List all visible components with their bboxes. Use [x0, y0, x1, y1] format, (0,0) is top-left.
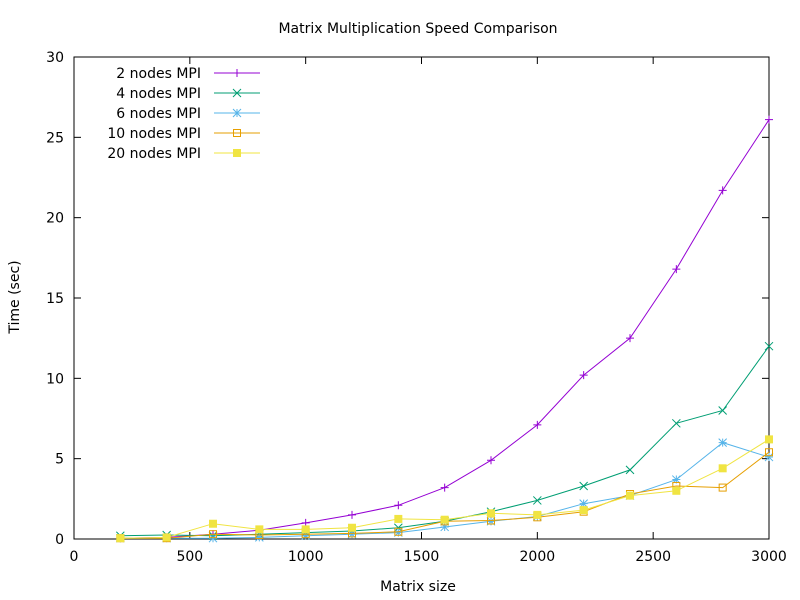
- data-point: [347, 529, 357, 539]
- y-tick-label: 10: [46, 371, 64, 387]
- data-point: [233, 69, 241, 77]
- x-tick-label: 1500: [404, 549, 440, 565]
- x-tick-label: 1000: [288, 549, 324, 565]
- data-point: [718, 464, 727, 473]
- data-point: [394, 501, 403, 510]
- data-point: [718, 438, 728, 447]
- data-point: [718, 483, 727, 492]
- data-point: [394, 514, 403, 523]
- data-point: [533, 420, 542, 429]
- legend: 2 nodes MPI 4 nodes MPI 6 nodes MPI 10 node…: [107, 66, 260, 162]
- y-tick-label: 25: [46, 130, 64, 146]
- data-point: [532, 496, 542, 505]
- data-point: [254, 533, 264, 542]
- x-tick-label: 2500: [635, 549, 671, 565]
- data-point: [209, 530, 217, 539]
- legend-item: 6 nodes MPI: [116, 106, 260, 122]
- legend-label: 6 nodes MPI: [116, 106, 201, 122]
- data-point: [208, 533, 218, 543]
- data-point: [764, 452, 774, 462]
- chart-title: Matrix Multiplication Speed Comparison: [278, 21, 557, 37]
- x-tick-label: 3000: [751, 549, 787, 565]
- data-point: [765, 435, 773, 444]
- data-point: [233, 129, 241, 137]
- x-tick-label: 500: [176, 549, 203, 565]
- data-point: [440, 515, 449, 524]
- legend-item: 10 nodes MPI: [107, 126, 260, 142]
- data-point: [301, 531, 311, 541]
- data-point: [579, 499, 589, 509]
- y-tick-label: 5: [55, 452, 64, 468]
- data-point: [255, 525, 264, 534]
- data-point: [232, 88, 242, 98]
- data-point: [487, 456, 495, 465]
- y-tick-label: 0: [55, 532, 64, 548]
- legend-item: 4 nodes MPI: [116, 86, 260, 102]
- data-point: [671, 475, 681, 484]
- data-point: [718, 186, 727, 195]
- ticks-layer: 0 500 1000 1500 2000 2500 3000 0 5 10 15 20 25 30: [46, 50, 787, 565]
- series-line: [120, 345, 770, 537]
- data-point: [393, 528, 403, 537]
- series-line: [120, 119, 770, 539]
- data-point: [579, 481, 589, 491]
- y-axis-label: Time (sec): [7, 260, 23, 334]
- data-point: [671, 418, 681, 428]
- data-point: [718, 406, 728, 415]
- data-point: [533, 510, 542, 519]
- data-point: [486, 516, 496, 526]
- data-point: [672, 486, 681, 495]
- data-point: [232, 108, 242, 118]
- legend-label: 20 nodes MPI: [107, 146, 201, 162]
- legend-label: 4 nodes MPI: [116, 86, 201, 102]
- data-point: [672, 265, 681, 274]
- legend-item: 20 nodes MPI: [107, 146, 260, 162]
- y-tick-label: 15: [46, 291, 64, 307]
- data-point: [440, 522, 450, 532]
- series-layer: [115, 115, 774, 543]
- data-point: [233, 149, 241, 157]
- x-tick-label: 2000: [520, 549, 556, 565]
- data-point: [348, 523, 356, 532]
- x-axis-label: Matrix size: [380, 579, 456, 595]
- data-point: [116, 534, 125, 543]
- legend-label: 10 nodes MPI: [107, 126, 201, 142]
- data-point: [765, 448, 773, 457]
- data-point: [626, 491, 634, 500]
- data-point: [301, 525, 310, 534]
- series-20-nodes-mpi: [116, 435, 773, 543]
- data-point: [764, 341, 774, 351]
- data-point: [394, 527, 403, 536]
- series-4-nodes-mpi: [115, 341, 774, 541]
- data-point: [626, 334, 634, 343]
- x-tick-label: 0: [70, 549, 79, 565]
- data-point: [625, 465, 635, 475]
- data-point: [579, 371, 588, 380]
- data-point: [579, 506, 588, 515]
- data-point: [209, 519, 217, 528]
- data-point: [487, 509, 495, 518]
- legend-label: 2 nodes MPI: [116, 66, 201, 82]
- y-tick-label: 30: [46, 50, 64, 66]
- legend-item: 2 nodes MPI: [116, 66, 260, 82]
- y-tick-label: 20: [46, 211, 64, 227]
- data-point: [440, 483, 449, 492]
- data-point: [765, 115, 773, 124]
- data-point: [162, 533, 171, 542]
- data-point: [348, 510, 356, 519]
